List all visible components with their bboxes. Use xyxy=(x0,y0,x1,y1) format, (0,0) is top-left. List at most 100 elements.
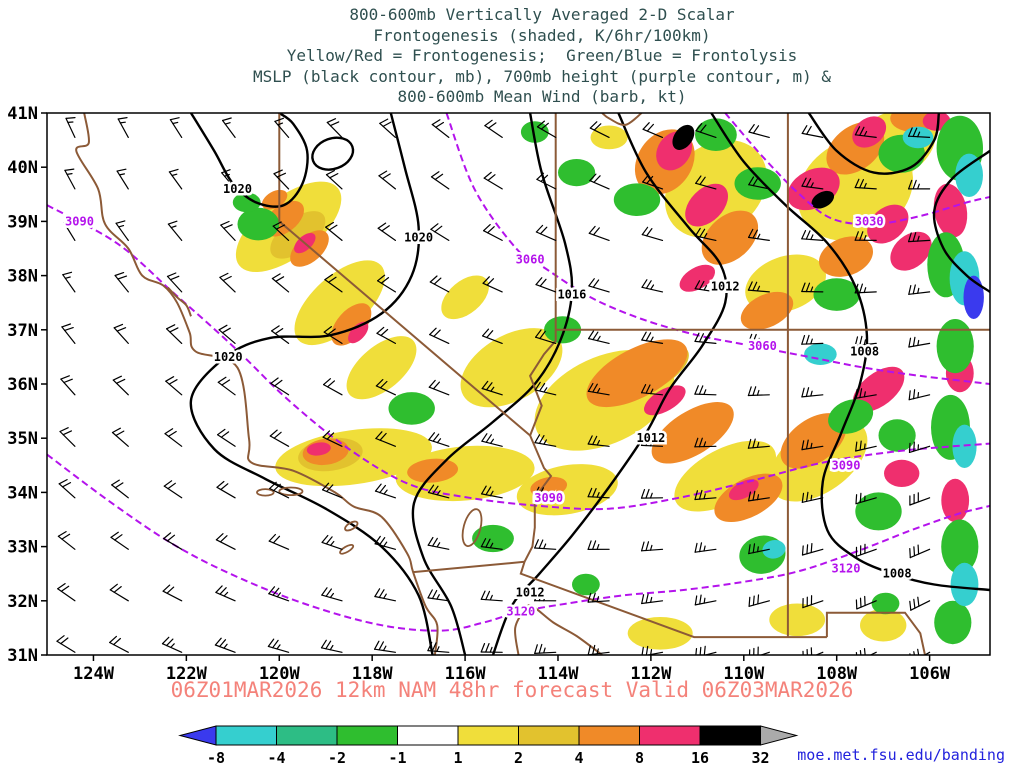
shading-blob xyxy=(348,321,369,344)
shading-blob xyxy=(871,592,900,615)
wind-barb xyxy=(377,274,396,293)
island-outline xyxy=(461,508,483,547)
shading-blob xyxy=(878,419,916,452)
wind-barb xyxy=(801,282,824,293)
wind-barb xyxy=(481,380,503,396)
state-border xyxy=(825,611,926,655)
wind-barb xyxy=(694,280,717,293)
wind-barb xyxy=(642,174,664,190)
wind-barb xyxy=(376,326,396,344)
wind-barb xyxy=(374,640,396,653)
wind-barb xyxy=(854,388,877,399)
wind-barb xyxy=(161,636,183,653)
contour-label: 3030 xyxy=(855,214,884,228)
shading-blob xyxy=(586,339,688,408)
shading-blob xyxy=(780,413,847,469)
shading-blob xyxy=(685,183,729,227)
shading-blob xyxy=(818,236,874,277)
wind-barb xyxy=(748,176,770,190)
wind-barb xyxy=(801,387,824,398)
shading-blob xyxy=(294,260,385,346)
wind-barb xyxy=(587,382,610,396)
colorbar-segment xyxy=(639,725,701,746)
shading-blob xyxy=(306,442,331,456)
shading-blob xyxy=(811,190,835,209)
wind-barb xyxy=(273,169,290,190)
wind-barb xyxy=(589,121,610,138)
wind-barb xyxy=(908,284,931,295)
wind-barb xyxy=(165,376,183,396)
mslp-contour xyxy=(807,113,941,175)
coastline xyxy=(167,286,192,317)
contour-label: 3090 xyxy=(65,214,94,228)
wind-barb xyxy=(320,639,343,653)
chart-title-line: 800-600mb Mean Wind (barb, kt) xyxy=(397,87,687,106)
wind-barb xyxy=(110,531,129,550)
wind-barb xyxy=(64,168,76,190)
wind-barb xyxy=(430,223,450,241)
wind-barb xyxy=(535,224,557,241)
colorbar-segment xyxy=(336,725,398,746)
lat-tick-label: 41N xyxy=(7,104,38,124)
shading-blob xyxy=(627,617,693,650)
shading-blob xyxy=(701,210,759,265)
wind-barb xyxy=(63,220,76,241)
shading-blob xyxy=(852,116,887,148)
wind-barb xyxy=(694,385,717,396)
chart-title-line: Frontogenesis (shaded, K/6hr/100km) xyxy=(373,25,711,45)
state-border xyxy=(528,329,557,436)
shading-blob xyxy=(855,492,902,531)
shading-blob xyxy=(884,459,920,487)
shading-blob xyxy=(828,399,874,434)
site-link[interactable]: moe.met.fsu.edu/banding xyxy=(797,746,1005,764)
wind-barb xyxy=(62,271,76,293)
wind-barb xyxy=(854,126,877,138)
wind-barb xyxy=(747,333,770,344)
wind-barb xyxy=(855,595,877,610)
chart-title-line: MSLP (black contour, mb), 700mb height (… xyxy=(253,66,831,86)
shading-blob xyxy=(232,192,261,213)
lon-tick-label: 120W xyxy=(259,664,301,684)
colorbar-segment xyxy=(397,725,459,746)
contour-labels: 1020 1020 1020 1016 1012 1012 1012 1008 1008 3090… xyxy=(63,179,915,621)
shading-blob xyxy=(613,183,661,216)
wind-barb xyxy=(908,336,931,348)
shading-blob xyxy=(672,124,695,150)
chart-title: 800-600mb Vertically Averaged 2-D Scalar… xyxy=(30,5,1024,108)
wind-barb xyxy=(323,378,343,396)
wind-barb xyxy=(65,116,76,138)
shading-blob xyxy=(237,207,280,241)
island-outline xyxy=(256,488,275,497)
wind-barb xyxy=(747,228,770,241)
shading-blob xyxy=(441,275,489,320)
shading-blob xyxy=(740,291,794,330)
wind-barb xyxy=(909,596,931,611)
shading-blob xyxy=(934,600,972,645)
wind-barb xyxy=(694,332,717,344)
forecast-caption: 06Z01MAR2026 12km NAM 48hr forecast Vali… xyxy=(170,678,854,702)
wind-barb xyxy=(695,645,717,655)
lat-tick-label: 32N xyxy=(7,592,38,612)
colorbar-label: 8 xyxy=(635,749,644,767)
wind-barb xyxy=(428,379,450,396)
wind-barb xyxy=(163,532,183,550)
wind-barb xyxy=(374,535,396,550)
shading-blob xyxy=(941,519,979,574)
wind-barb xyxy=(695,122,717,138)
colorbar: -8 -4 -2 -1 1 2 4 8 16 32 xyxy=(178,725,799,767)
wind-barb xyxy=(855,440,877,452)
colorbar-label: 2 xyxy=(514,749,523,767)
wind-barb xyxy=(480,590,503,602)
wind-barb xyxy=(217,376,236,396)
wind-barb xyxy=(640,384,664,396)
map-layers: 1020 1020 1020 1016 1012 1012 1012 1008 1008 3090… xyxy=(47,113,990,655)
wind-barb xyxy=(217,428,236,447)
wind-barb xyxy=(481,485,503,499)
wind-barb xyxy=(587,592,610,603)
mslp-contour xyxy=(932,149,990,294)
contour-label: 3060 xyxy=(748,339,777,353)
shading-blob xyxy=(651,402,734,464)
wind-barb xyxy=(747,438,770,449)
wind-barb xyxy=(109,583,129,602)
